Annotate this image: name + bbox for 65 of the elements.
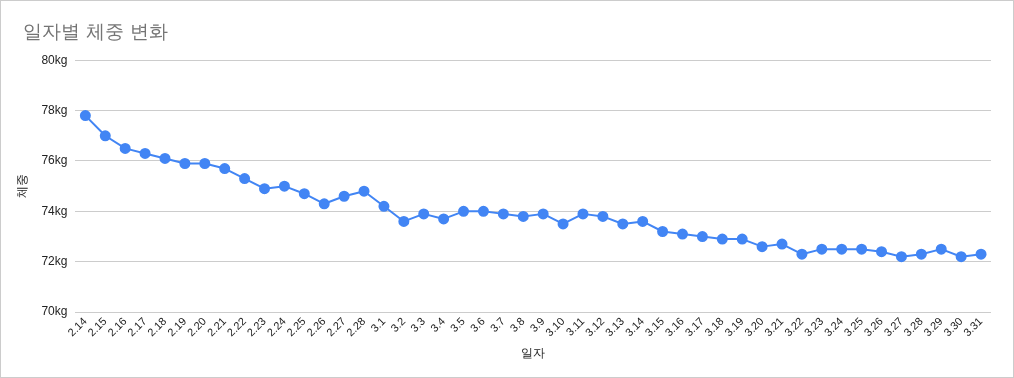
point [915,248,927,260]
point [477,205,489,217]
point [378,200,390,212]
x-axis-title: 일자 [521,346,546,361]
x-tick-label: 3.9 [527,314,547,335]
x-tick-label: 3.3 [408,314,428,335]
point [139,147,151,159]
y-tick-label: 76kg [41,153,68,168]
point [338,190,350,202]
point [259,183,271,195]
point [676,228,688,240]
point [119,142,131,154]
point [876,246,888,258]
chart-title: 일자별 체중 변화 [23,19,169,44]
point [318,198,330,210]
y-tick-label: 72kg [41,254,68,269]
point [577,208,589,220]
x-tick-label: 3.7 [487,314,507,335]
y-tick-label: 74kg [41,203,68,218]
point [358,185,370,197]
point [398,215,410,227]
point [458,205,470,217]
point [816,243,828,255]
x-tick-label: 3.6 [467,314,488,335]
point [696,231,708,243]
point [756,241,768,253]
point [935,243,947,255]
point [597,210,609,222]
point [955,251,967,263]
point [179,157,191,169]
point [617,218,629,230]
point [895,251,907,263]
y-tick-label: 80kg [41,52,68,67]
point [418,208,430,220]
x-tick-label: 3.5 [447,314,468,335]
point [716,233,728,245]
x-tick-label: 3.30 [941,314,965,339]
point [79,110,91,122]
x-tick-label: 3.2 [388,314,408,335]
point [278,180,290,192]
point [736,233,748,245]
point [199,157,211,169]
y-tick-label: 78kg [41,102,68,117]
x-tick-label: 3.1 [368,314,388,335]
point [517,210,529,222]
point [438,213,450,225]
point [975,248,987,260]
point [796,248,808,260]
point [856,243,868,255]
point [557,218,569,230]
x-tick-label: 3.8 [507,314,527,335]
point [99,130,111,142]
point [537,208,549,220]
point [298,188,310,200]
point [776,238,788,250]
y-tick-label: 70kg [41,304,68,319]
point [836,243,848,255]
point [497,208,509,220]
point [219,163,231,175]
point [159,152,171,164]
point [637,215,649,227]
x-tick-label: 3.4 [427,314,448,335]
point [657,226,669,238]
y-axis-title: 체중 [14,174,29,199]
point [239,173,251,185]
